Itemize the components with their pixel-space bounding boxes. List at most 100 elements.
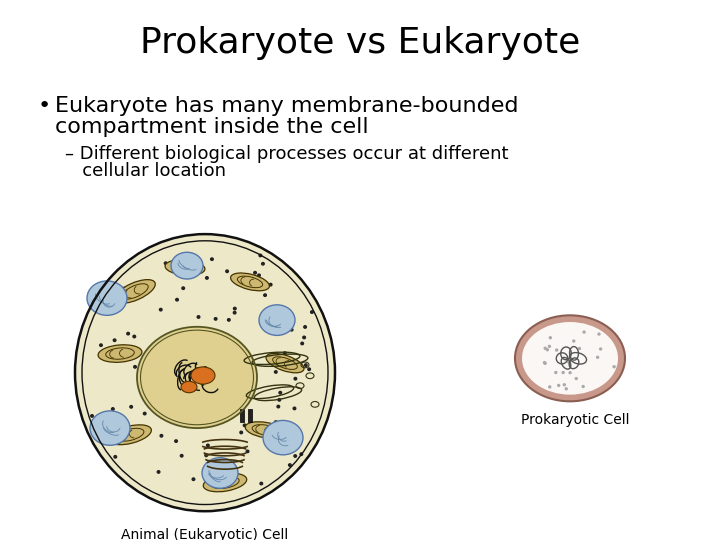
Circle shape (157, 471, 160, 473)
Circle shape (294, 362, 297, 364)
Circle shape (600, 348, 602, 350)
Circle shape (597, 356, 598, 358)
Circle shape (279, 392, 282, 394)
Ellipse shape (171, 252, 203, 279)
Circle shape (301, 342, 304, 345)
Circle shape (192, 478, 194, 481)
Circle shape (568, 361, 570, 363)
Circle shape (546, 349, 549, 350)
Circle shape (284, 352, 286, 354)
Circle shape (278, 399, 281, 401)
Circle shape (212, 469, 215, 471)
Text: Eukaryote has many membrane-bounded: Eukaryote has many membrane-bounded (55, 96, 518, 116)
Circle shape (133, 335, 135, 338)
Ellipse shape (202, 458, 238, 488)
Ellipse shape (87, 281, 127, 315)
Circle shape (228, 319, 230, 321)
Circle shape (246, 450, 249, 453)
Circle shape (181, 455, 183, 457)
Circle shape (575, 377, 577, 380)
Circle shape (277, 406, 279, 408)
Circle shape (101, 429, 104, 431)
Circle shape (578, 348, 580, 349)
Circle shape (253, 272, 256, 274)
Circle shape (569, 372, 571, 374)
Circle shape (573, 340, 575, 342)
Circle shape (310, 311, 313, 313)
Circle shape (258, 287, 261, 289)
Circle shape (127, 333, 130, 335)
Circle shape (304, 326, 307, 328)
Text: Animal (Eukaryotic) Cell: Animal (Eukaryotic) Cell (122, 529, 289, 540)
Ellipse shape (246, 422, 284, 438)
Circle shape (308, 368, 310, 370)
FancyBboxPatch shape (240, 409, 244, 422)
Circle shape (544, 347, 546, 349)
Ellipse shape (266, 353, 304, 373)
Circle shape (91, 415, 94, 417)
Circle shape (556, 349, 558, 351)
Ellipse shape (114, 280, 156, 303)
Circle shape (206, 276, 208, 279)
Circle shape (182, 287, 184, 289)
Circle shape (261, 262, 264, 265)
Circle shape (582, 386, 584, 388)
Circle shape (300, 453, 302, 455)
Circle shape (127, 441, 130, 443)
Circle shape (264, 294, 266, 296)
FancyBboxPatch shape (248, 409, 252, 422)
Circle shape (583, 331, 585, 333)
Circle shape (160, 435, 163, 437)
Circle shape (126, 429, 128, 432)
Ellipse shape (522, 322, 618, 395)
Circle shape (259, 254, 261, 256)
Circle shape (274, 370, 277, 373)
Circle shape (613, 366, 615, 368)
Text: – Different biological processes occur at different: – Different biological processes occur a… (65, 145, 508, 163)
Circle shape (269, 284, 272, 286)
Circle shape (549, 337, 552, 339)
Ellipse shape (181, 381, 197, 393)
Circle shape (240, 284, 243, 286)
Circle shape (215, 318, 217, 320)
Circle shape (565, 388, 567, 390)
Text: cellular location: cellular location (65, 163, 226, 180)
Circle shape (123, 287, 125, 290)
Circle shape (289, 464, 291, 467)
Ellipse shape (165, 260, 205, 275)
Ellipse shape (137, 327, 257, 428)
Ellipse shape (98, 345, 142, 362)
Circle shape (164, 262, 167, 265)
Circle shape (303, 336, 305, 339)
Circle shape (233, 312, 236, 314)
Circle shape (280, 306, 283, 309)
Circle shape (176, 299, 179, 301)
Circle shape (191, 273, 194, 276)
Circle shape (260, 482, 263, 485)
Ellipse shape (515, 315, 625, 401)
Circle shape (544, 362, 546, 363)
Circle shape (563, 384, 565, 386)
Text: compartment inside the cell: compartment inside the cell (55, 117, 369, 137)
Ellipse shape (203, 474, 247, 492)
Circle shape (555, 372, 557, 374)
Circle shape (233, 307, 236, 310)
Circle shape (549, 346, 550, 347)
Circle shape (290, 328, 293, 331)
Circle shape (197, 316, 200, 318)
Text: Prokaryote vs Eukaryote: Prokaryote vs Eukaryote (140, 26, 580, 60)
Ellipse shape (191, 367, 215, 384)
Ellipse shape (230, 273, 269, 291)
Ellipse shape (259, 305, 295, 335)
Circle shape (549, 386, 551, 388)
Circle shape (294, 377, 297, 380)
Circle shape (113, 339, 116, 341)
Ellipse shape (109, 425, 151, 445)
Circle shape (218, 469, 220, 472)
Circle shape (240, 431, 243, 434)
Circle shape (226, 270, 228, 273)
Circle shape (294, 455, 297, 457)
Circle shape (138, 437, 140, 439)
Circle shape (143, 284, 145, 286)
Circle shape (544, 362, 546, 365)
